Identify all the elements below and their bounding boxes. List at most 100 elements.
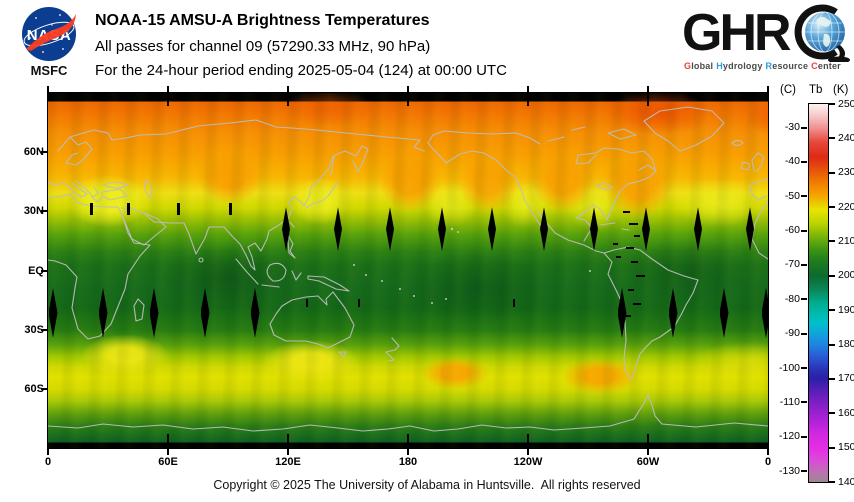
lon-tick-top [167,86,169,92]
lat-tick-left [41,151,47,154]
colorbar-tick-kelvin [829,309,835,312]
lon-tick-bottom [167,449,169,455]
colorbar-gradient [808,103,829,483]
data-gap-diamond [48,287,58,338]
lon-tick-top [647,86,649,92]
data-gap-diamond [540,207,548,252]
lon-tick-bottom [527,449,529,455]
scan-artifact [623,211,630,213]
ghrc-tagline-word: Center [811,61,841,71]
data-gap-diamond [149,287,159,338]
colorbar-label-celsius: -50 [784,189,800,202]
data-gap-diamond [617,287,627,338]
colorbar-label-celsius: -90 [784,327,800,340]
lat-label: EQ [28,264,44,277]
colorbar-label-kelvin: 230 [838,166,854,179]
scan-artifact [629,223,638,225]
lon-tick-top [527,86,529,92]
swath-striations [48,93,768,448]
lat-tick-left [41,328,47,331]
ghrc-logo-icon: GHR [682,4,850,62]
colorbar-label-kelvin: 150 [838,441,854,454]
page-title: NOAA-15 AMSU-A Brightness Temperatures [95,12,430,29]
colorbar-unit-tb: Tb [809,84,823,96]
data-gap-mark [176,203,180,216]
data-gap-diamond [694,207,702,252]
colorbar-tick-kelvin [829,377,835,380]
colorbar-label-celsius: -110 [779,395,800,408]
ghrc-acronym: GHR [682,4,791,62]
colorbar-label-kelvin: 250 [838,97,854,110]
colorbar-label-kelvin: 140 [838,475,854,488]
scan-artifact [628,289,634,291]
colorbar-tick-kelvin [829,206,835,209]
colorbar-tick-kelvin [829,343,835,346]
colorbar-label-kelvin: 210 [838,234,854,247]
scan-artifact [613,243,618,245]
lon-tick-inside-bottom [167,434,169,448]
lon-tick-inside-bottom [647,434,649,448]
lat-label: 30N [23,205,44,218]
colorbar-label-celsius: -100 [778,361,800,374]
nasa-logo-icon: NASA [22,7,76,61]
data-gap-diamond [386,207,394,252]
data-gap-mark [89,203,93,216]
data-gap-diamond [488,207,496,252]
colorbar-tick-kelvin [829,103,835,105]
colorbar-tick-celsius [801,332,807,335]
lon-label: 120E [275,456,301,468]
lon-label: 60W [636,456,660,468]
lon-tick-inside-bottom [287,434,289,448]
lon-tick-inside-top [407,93,409,106]
colorbar-tick-celsius [801,263,807,266]
lon-tick-bottom [767,449,769,455]
lon-label: 60E [158,456,178,468]
data-gap-diamond [668,287,678,338]
data-gap-diamond [250,287,260,338]
colorbar-tick-celsius [801,470,807,473]
colorbar-label-kelvin: 180 [838,338,854,351]
lon-tick-top [47,86,49,92]
colorbar-unit-celsius: (C) [780,84,796,96]
colorbar-tick-celsius [801,401,807,404]
data-gap-diamond [438,207,446,252]
data-gap-diamond [642,207,650,252]
data-gap-mark [513,299,515,308]
lon-label: 0 [44,456,52,468]
colorbar-tick-celsius [801,195,807,198]
colorbar-label-kelvin: 160 [838,406,854,419]
colorbar-tick-celsius [801,298,807,301]
data-gap-diamond [200,287,210,338]
data-gap-mark [126,203,130,216]
colorbar-tick-celsius [801,435,807,438]
lon-tick-inside-top [647,93,649,106]
ghrc-tagline: Global Hydrology Resource Center [684,61,854,71]
colorbar-tick-kelvin [829,274,835,277]
colorbar-label-kelvin: 200 [838,269,854,282]
colorbar-label-kelvin: 170 [838,372,854,385]
ghrc-tagline-word: Resource [765,61,809,71]
msfc-label: MSFC [30,63,68,78]
colorbar-label-celsius: -40 [784,155,800,168]
lat-label: 60S [24,382,44,395]
colorbar-tick-kelvin [829,412,835,415]
colorbar-tick-celsius [801,160,807,163]
scan-artifact [636,275,645,277]
lon-tick-bottom [407,449,409,455]
lon-tick-top [287,86,289,92]
scan-artifact [633,303,641,305]
ghrc-tagline-word: Global [684,61,714,71]
data-gap-mark [358,299,360,308]
colorbar-label-celsius: -120 [778,430,800,443]
lat-label: 60N [23,146,44,159]
colorbar-tick-kelvin [829,481,835,483]
data-gap-overlay [48,93,768,448]
scan-artifact [616,256,621,258]
lon-label: 0 [764,456,772,468]
lon-tick-inside-bottom [527,434,529,448]
lon-tick-bottom [47,449,49,455]
ghrc-globe-icon [794,4,850,62]
channel-subtitle: All passes for channel 09 (57290.33 MHz,… [95,38,431,55]
lat-label: 30S [24,323,44,336]
colorbar-tick-kelvin [829,137,835,140]
